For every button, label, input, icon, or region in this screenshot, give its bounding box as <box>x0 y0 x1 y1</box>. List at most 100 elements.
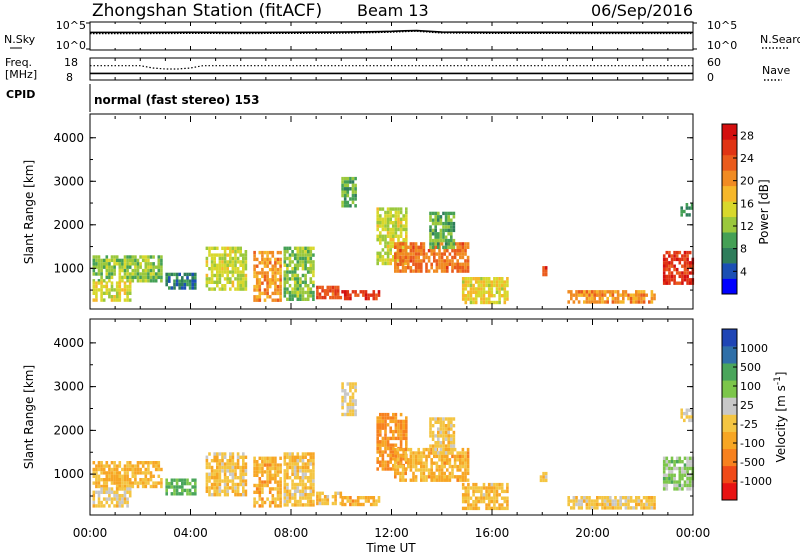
velocity-cell <box>440 461 444 465</box>
velocity-cell <box>459 451 462 455</box>
power-cell <box>299 294 302 298</box>
velocity-cell <box>379 433 382 437</box>
velocity-cell <box>118 471 122 475</box>
power-cell <box>637 290 641 294</box>
power-colorbar-tick-label: 12 <box>740 220 754 233</box>
velocity-cell <box>244 479 248 483</box>
velocity-cell <box>381 440 385 444</box>
velocity-cell <box>544 471 548 476</box>
velocity-cell <box>341 402 344 406</box>
power-cell <box>495 280 499 284</box>
power-cell <box>596 300 599 304</box>
power-cell <box>472 297 475 301</box>
power-cell <box>173 272 176 277</box>
power-cell <box>296 260 300 264</box>
velocity-cell <box>542 475 545 479</box>
velocity-cell <box>487 503 491 507</box>
power-cell <box>609 293 612 297</box>
velocity-cell <box>118 487 122 491</box>
velocity-cell <box>456 468 459 472</box>
velocity-cell <box>218 476 222 480</box>
power-cell <box>490 290 494 294</box>
power-cell <box>118 298 122 302</box>
power-cell <box>301 250 305 254</box>
power-cell <box>544 266 548 270</box>
power-cell <box>487 297 491 301</box>
power-cell <box>268 261 272 265</box>
velocity-cell <box>131 464 135 468</box>
power-cell <box>255 264 259 268</box>
power-cell <box>286 263 289 267</box>
power-cell <box>685 213 689 217</box>
velocity-cell <box>115 478 119 482</box>
velocity-cell <box>301 496 305 500</box>
velocity-cell <box>450 444 453 448</box>
power-cell <box>279 281 282 285</box>
power-cell <box>447 211 450 216</box>
power-cell <box>642 300 646 304</box>
power-cell <box>239 260 242 264</box>
velocity-cell <box>157 467 161 472</box>
power-cell <box>461 262 465 266</box>
power-cell <box>97 281 101 285</box>
power-cell <box>601 293 604 297</box>
velocity-cell <box>427 447 431 452</box>
time-tick-label: 00:00 <box>73 526 108 540</box>
velocity-cell <box>379 460 382 464</box>
velocity-cell <box>349 382 352 386</box>
power-cell <box>306 294 310 298</box>
power-cell <box>293 290 297 295</box>
power-cell <box>316 292 319 296</box>
power-cell <box>312 260 315 264</box>
power-cell <box>231 284 235 288</box>
power-cell <box>223 277 227 281</box>
power-cell <box>401 266 405 270</box>
velocity-cell <box>296 469 300 473</box>
power-cell <box>283 284 287 288</box>
velocity-cell <box>447 441 450 445</box>
power-cell <box>128 275 132 280</box>
power-cell <box>477 290 481 294</box>
velocity-cell <box>354 499 357 503</box>
power-cell <box>409 245 413 249</box>
power-cell <box>312 297 315 301</box>
power-cell <box>583 290 586 294</box>
velocity-cell <box>194 485 197 489</box>
power-cell <box>205 256 209 261</box>
power-cell <box>686 281 689 285</box>
velocity-cell <box>444 430 448 435</box>
velocity-cell <box>208 452 211 456</box>
power-cell <box>683 274 687 279</box>
velocity-cell <box>205 459 209 463</box>
velocity-cell <box>461 454 465 459</box>
velocity-cell <box>635 496 638 500</box>
velocity-cell <box>271 473 275 477</box>
power-cell <box>312 263 315 267</box>
velocity-cell <box>105 484 109 489</box>
power-cell <box>266 254 269 258</box>
power-cell <box>437 218 440 222</box>
power-cell <box>394 252 397 256</box>
power-cell <box>341 204 344 208</box>
velocity-cell <box>95 478 98 482</box>
velocity-cell <box>154 484 158 489</box>
velocity-echo-region <box>394 447 470 482</box>
power-cell <box>296 263 300 267</box>
power-cell <box>622 293 625 297</box>
power-echo-region <box>283 246 315 301</box>
power-cell <box>288 246 292 250</box>
power-cell <box>186 272 189 277</box>
power-cell <box>105 288 109 292</box>
power-cell <box>675 271 679 275</box>
velocity-cell <box>309 482 313 487</box>
velocity-cell <box>379 416 382 420</box>
velocity-cell <box>274 460 277 464</box>
power-cell <box>213 287 216 291</box>
power-cell <box>464 259 467 263</box>
power-cell <box>291 260 294 264</box>
power-cell <box>399 207 403 211</box>
velocity-colorbar-segment <box>722 448 737 467</box>
velocity-cell <box>92 467 96 472</box>
velocity-cell <box>128 494 132 498</box>
power-cell <box>100 295 103 299</box>
